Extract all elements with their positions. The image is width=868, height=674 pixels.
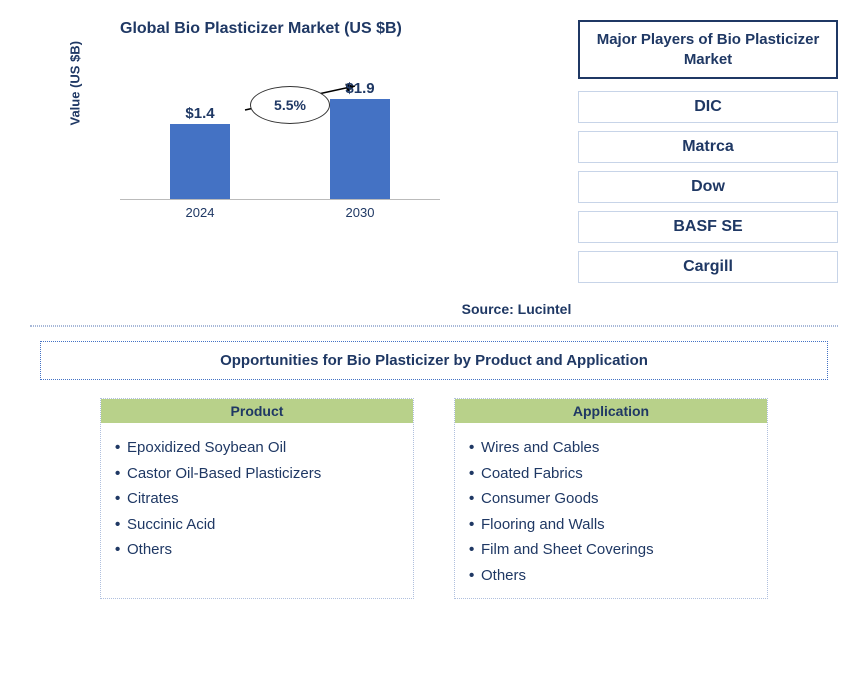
x-label: 2024 xyxy=(186,205,215,220)
players-panel: Major Players of Bio Plasticizer Market … xyxy=(578,20,838,291)
player-card: Dow xyxy=(578,171,838,203)
product-column: Product Epoxidized Soybean Oil Castor Oi… xyxy=(100,398,414,599)
list-item: Others xyxy=(469,563,757,589)
source-label: Source: Lucintel xyxy=(30,301,838,317)
bars-row: $1.4 $1.9 xyxy=(120,80,440,200)
chart-area: Global Bio Plasticizer Market (US $B) Va… xyxy=(30,20,558,291)
bar-value-label: $1.9 xyxy=(345,80,374,97)
list-item: Succinic Acid xyxy=(115,512,403,538)
top-section: Global Bio Plasticizer Market (US $B) Va… xyxy=(30,20,838,291)
list-item: Castor Oil-Based Plasticizers xyxy=(115,461,403,487)
list-item: Others xyxy=(115,537,403,563)
bar-rect xyxy=(170,124,230,199)
application-header: Application xyxy=(455,399,767,423)
opportunities-title: Opportunities for Bio Plasticizer by Pro… xyxy=(40,341,828,380)
players-title: Major Players of Bio Plasticizer Market xyxy=(578,20,838,79)
list-item: Epoxidized Soybean Oil xyxy=(115,435,403,461)
x-axis-labels: 2024 2030 xyxy=(120,205,440,220)
list-item: Flooring and Walls xyxy=(469,512,757,538)
bar-2024: $1.4 xyxy=(170,105,230,199)
bar-value-label: $1.4 xyxy=(185,105,214,122)
chart-title: Global Bio Plasticizer Market (US $B) xyxy=(60,20,558,38)
section-divider xyxy=(30,325,838,327)
product-header: Product xyxy=(101,399,413,423)
product-list: Epoxidized Soybean Oil Castor Oil-Based … xyxy=(101,435,413,563)
x-label: 2030 xyxy=(346,205,375,220)
player-card: Cargill xyxy=(578,251,838,283)
application-list: Wires and Cables Coated Fabrics Consumer… xyxy=(455,435,767,588)
player-card: DIC xyxy=(578,91,838,123)
opportunities-columns: Product Epoxidized Soybean Oil Castor Oi… xyxy=(30,398,838,599)
application-column: Application Wires and Cables Coated Fabr… xyxy=(454,398,768,599)
bar-chart: Value (US $B) 5.5% $1.4 $1.9 xyxy=(120,58,440,218)
list-item: Wires and Cables xyxy=(469,435,757,461)
list-item: Coated Fabrics xyxy=(469,461,757,487)
player-card: BASF SE xyxy=(578,211,838,243)
y-axis-label: Value (US $B) xyxy=(68,41,83,126)
bar-2030: $1.9 xyxy=(330,80,390,199)
bar-rect xyxy=(330,99,390,199)
list-item: Film and Sheet Coverings xyxy=(469,537,757,563)
list-item: Citrates xyxy=(115,486,403,512)
player-card: Matrca xyxy=(578,131,838,163)
list-item: Consumer Goods xyxy=(469,486,757,512)
